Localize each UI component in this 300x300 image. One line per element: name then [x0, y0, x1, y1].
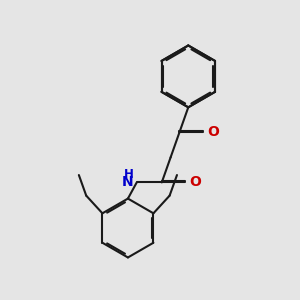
Text: N: N: [122, 176, 134, 189]
Text: O: O: [189, 176, 201, 189]
Text: H: H: [124, 168, 134, 181]
Text: O: O: [207, 125, 219, 139]
